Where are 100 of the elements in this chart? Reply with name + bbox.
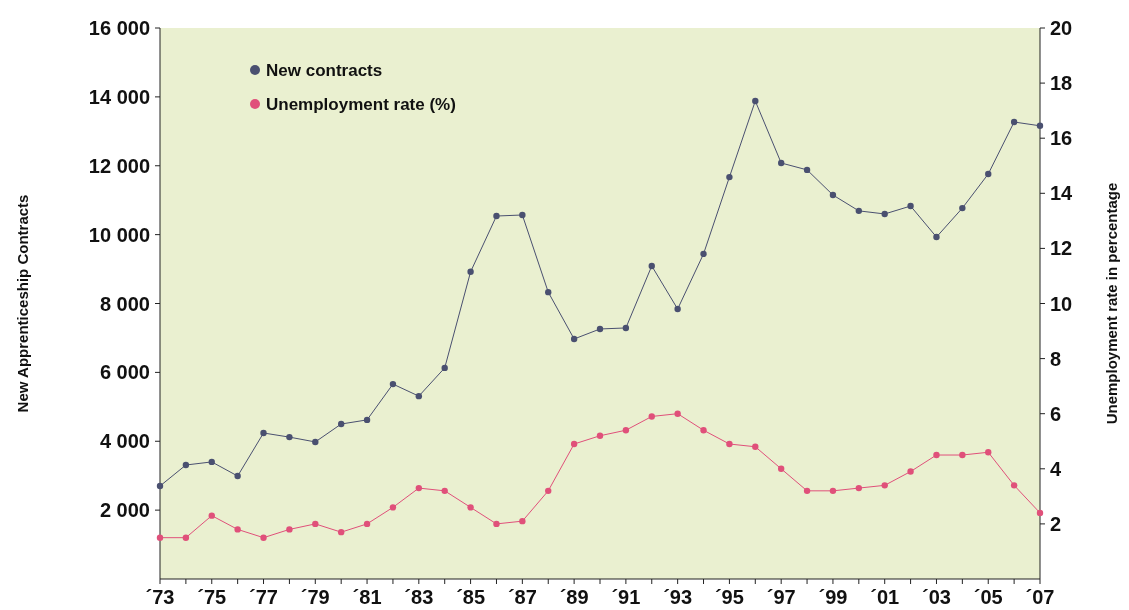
- point: [648, 413, 655, 420]
- point: [519, 517, 526, 525]
- point: [726, 173, 733, 181]
- x-tick-label: ´77: [249, 586, 278, 608]
- point: [1036, 509, 1044, 517]
- point: [441, 364, 448, 372]
- point: [363, 520, 371, 528]
- point: [726, 440, 733, 448]
- point: [829, 191, 837, 199]
- point: [545, 487, 552, 495]
- x-tick-label: ´01: [870, 586, 900, 608]
- x-tick-label: ´99: [818, 586, 848, 608]
- x-tick-label: ´81: [352, 586, 382, 608]
- x-tick-label: ´03: [922, 586, 951, 608]
- point: [855, 484, 863, 492]
- point: [803, 166, 811, 174]
- x-tick-label: ´83: [404, 586, 434, 608]
- point: [467, 504, 474, 511]
- point: [829, 487, 837, 495]
- x-tick-label: ´95: [714, 586, 744, 608]
- point: [959, 204, 966, 212]
- point: [570, 440, 578, 448]
- point: [441, 487, 448, 495]
- point: [752, 97, 759, 105]
- legend-label: Unemployment rate (%): [266, 94, 456, 114]
- x-tick-label: ´75: [197, 586, 227, 608]
- point: [907, 202, 914, 210]
- y2-tick-label: 2: [1050, 512, 1062, 535]
- point: [803, 487, 811, 495]
- point: [493, 520, 500, 528]
- x-tick-label: ´73: [145, 586, 175, 608]
- point: [777, 465, 785, 472]
- x-tick-label: ´89: [559, 586, 589, 608]
- point: [1010, 482, 1018, 489]
- point: [208, 458, 215, 466]
- point: [519, 211, 526, 219]
- point: [959, 451, 966, 459]
- point: [985, 449, 992, 456]
- legend-label: New contracts: [266, 60, 383, 80]
- point: [1036, 122, 1044, 129]
- point: [1010, 118, 1018, 126]
- point: [286, 526, 293, 533]
- y-tick-label: 14 000: [88, 85, 150, 108]
- y-tick-label: 16 000: [88, 17, 150, 39]
- point: [777, 159, 785, 167]
- point: [881, 482, 888, 489]
- y2-tick-label: 18: [1050, 72, 1073, 95]
- y-tick-label: 2 000: [99, 499, 150, 522]
- point: [260, 534, 267, 541]
- x-tick-label: ´97: [766, 586, 796, 608]
- point: [415, 392, 423, 400]
- point: [208, 512, 215, 519]
- y-tick-label: 8 000: [99, 292, 150, 315]
- x-tick-label: ´91: [611, 586, 641, 608]
- point: [622, 324, 630, 332]
- point: [596, 432, 604, 439]
- point: [234, 472, 241, 480]
- y2-tick-label: 4: [1050, 457, 1062, 480]
- point: [700, 427, 707, 434]
- x-tick-label: ´05: [973, 586, 1003, 608]
- y-tick-label: 4 000: [99, 430, 150, 453]
- point: [389, 380, 397, 388]
- y2-tick-label: 14: [1050, 182, 1074, 205]
- point: [493, 212, 500, 220]
- point: [752, 443, 759, 450]
- point: [596, 325, 604, 333]
- point: [337, 420, 345, 428]
- y-axis-title: New Apprenticeship Contracts: [14, 194, 31, 413]
- y-tick-label: 10 000: [88, 223, 150, 246]
- point: [933, 233, 940, 241]
- point: [312, 438, 319, 446]
- point: [933, 451, 940, 459]
- x-tick-label: ´07: [1025, 586, 1055, 608]
- y2-tick-label: 10: [1050, 292, 1073, 315]
- point: [234, 526, 241, 533]
- y2-tick-label: 12: [1050, 237, 1073, 260]
- point: [881, 210, 888, 218]
- point: [467, 268, 474, 276]
- point: [985, 170, 992, 178]
- point: [363, 416, 371, 424]
- point: [700, 250, 707, 258]
- x-tick-label: ´93: [663, 586, 693, 608]
- point: [156, 482, 164, 490]
- point: [622, 427, 630, 434]
- point: [156, 534, 164, 541]
- x-tick-label: ´79: [300, 586, 330, 608]
- point: [415, 484, 423, 492]
- point: [570, 335, 578, 343]
- point: [182, 534, 190, 541]
- y-tick-label: 6 000: [99, 361, 150, 384]
- point: [648, 262, 655, 270]
- point: [545, 288, 552, 296]
- point: [286, 433, 293, 441]
- point: [389, 504, 397, 511]
- point: [260, 429, 267, 437]
- y2-tick-label: 20: [1050, 17, 1073, 39]
- x-tick-label: ´87: [507, 586, 537, 608]
- point: [337, 528, 345, 536]
- point: [182, 461, 190, 469]
- y2-tick-label: 6: [1050, 402, 1062, 425]
